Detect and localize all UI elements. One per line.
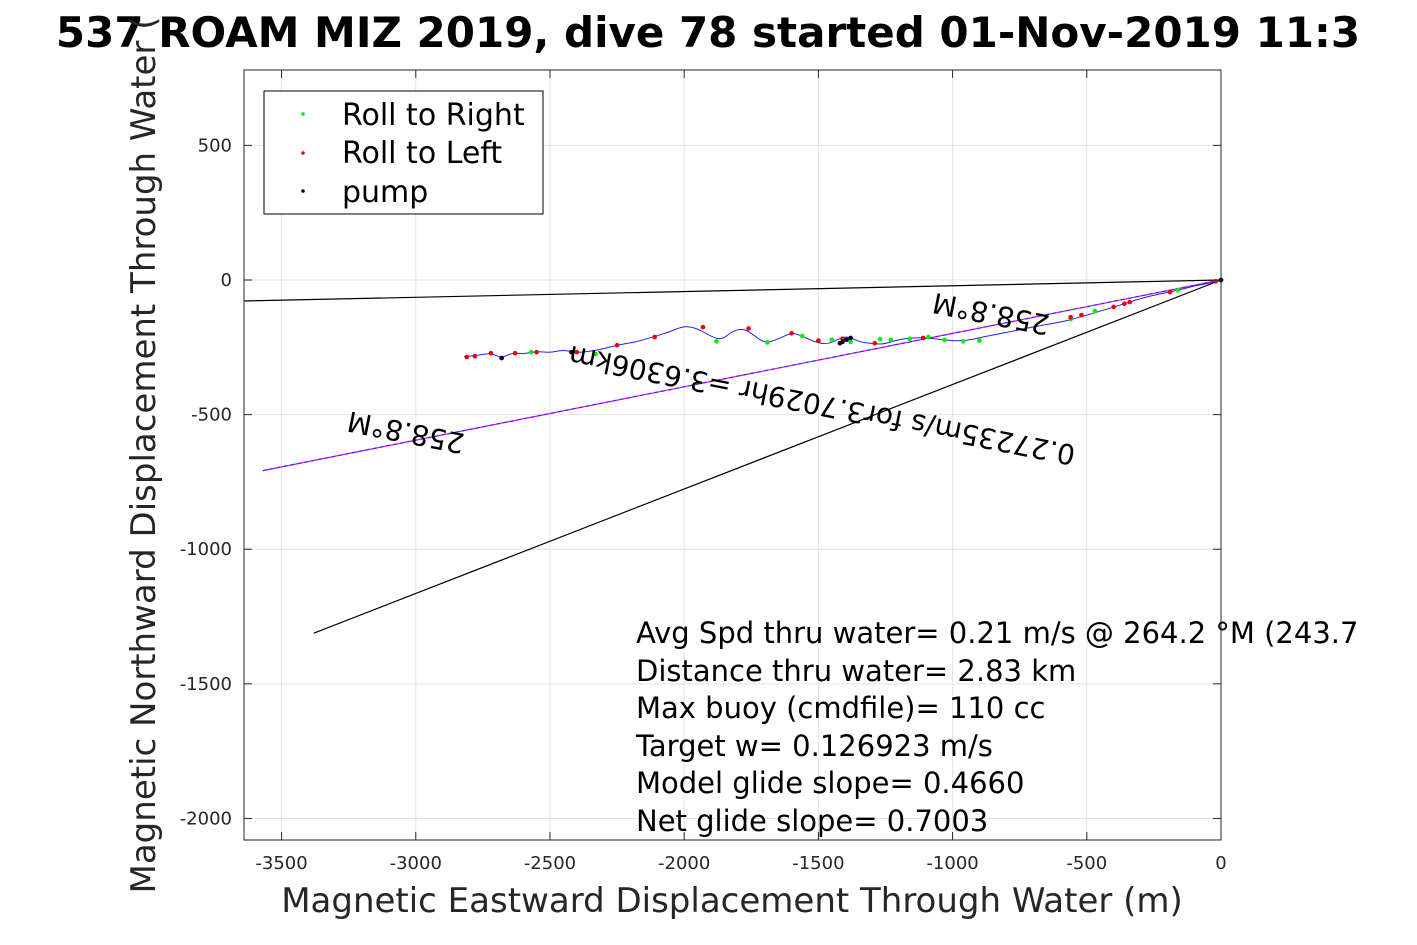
y-tick-label: -2000 (180, 808, 232, 829)
x-tick-label: 0 (1215, 853, 1226, 874)
roll-left-point (574, 349, 580, 355)
roll-left-point (920, 335, 926, 341)
roll-left-point (488, 350, 494, 356)
roll-left-point (1079, 312, 1084, 318)
x-tick-label: -1500 (792, 853, 844, 874)
annotation-target-w: Target w= 0.126923 m/s (635, 729, 993, 763)
roll-right-point (961, 339, 966, 344)
roll-left-point (1127, 299, 1133, 305)
legend: Roll to Right Roll to Left pump (263, 90, 544, 215)
y-tick-label: 0 (221, 270, 232, 291)
legend-box (263, 90, 544, 215)
roll-left-point (789, 331, 794, 336)
roll-left-point (614, 342, 620, 348)
x-tick-label: -3000 (390, 853, 442, 874)
roll-left-point (746, 326, 751, 331)
stats-annotations: Avg Spd thru water= 0.21 m/s @ 264.2 °M … (635, 616, 1358, 838)
roll-right-point (765, 340, 770, 345)
roll-right-point (528, 349, 534, 355)
chart-title: 537 ROAM MIZ 2019, dive 78 started 01-No… (56, 8, 1360, 57)
x-tick-label: -2000 (658, 853, 710, 874)
annotation-max-buoy: Max buoy (cmdfile)= 110 cc (636, 691, 1045, 725)
pump-point (837, 340, 843, 346)
roll-right-point (714, 339, 719, 344)
roll-right-point (907, 336, 912, 341)
roll-left-point (464, 354, 470, 360)
pump-point (848, 335, 853, 341)
roll-right-point (926, 334, 931, 340)
roll-left-point (1167, 289, 1173, 295)
pump-point (499, 355, 504, 361)
axis-ticks: -3500 -3000 -2500 -2000 -1500 -1000 -500 0 -2000… (180, 70, 1227, 874)
y-tick-label: -1000 (180, 539, 232, 560)
x-tick-label: -3500 (255, 853, 307, 874)
roll-right-point (888, 337, 894, 343)
x-tick-label: -500 (1066, 853, 1107, 874)
legend-label-roll-left: Roll to Left (342, 136, 502, 171)
roll-right-point (829, 337, 835, 343)
roll-right-point (877, 336, 883, 342)
roll-left-point (700, 324, 706, 330)
x-tick-label: -1000 (926, 853, 978, 874)
roll-right-point (1092, 308, 1098, 314)
heading-bound-upper (243, 279, 1222, 302)
x-axis-label: Magnetic Eastward Displacement Through W… (281, 881, 1183, 921)
legend-marker-pump (301, 189, 305, 193)
roll-left-point (1122, 301, 1127, 306)
roll-left-point (512, 350, 518, 356)
roll-right-point (799, 333, 805, 339)
roll-left-point (840, 336, 845, 341)
roll-right-point (977, 338, 982, 343)
legend-label-pump: pump (342, 175, 428, 210)
roll-right-point (1175, 287, 1181, 293)
pump-point (844, 337, 849, 343)
y-tick-label: -500 (191, 405, 232, 426)
roll-left-point (652, 334, 657, 340)
y-axis-label: Magnetic Northward Displacement Through … (124, 17, 164, 894)
roll-left-point (816, 338, 821, 343)
pump-point (569, 349, 574, 355)
course-line-overlay (262, 279, 1222, 472)
roll-left-point (1111, 304, 1116, 310)
annotation-net-glide: Net glide slope= 0.7003 (636, 804, 988, 838)
legend-marker-roll-left (301, 151, 305, 155)
heading-bound-lower (313, 279, 1222, 634)
roll-left-point (1068, 314, 1073, 320)
roll-right-point (942, 337, 947, 343)
legend-marker-roll-right (301, 112, 305, 116)
annotation-model-glide: Model glide slope= 0.4660 (636, 766, 1024, 800)
plot-area-frame (243, 69, 1222, 841)
roll-left-point (872, 340, 878, 346)
legend-label-roll-right: Roll to Right (342, 98, 525, 133)
y-tick-label: 500 (198, 135, 232, 156)
y-tick-label: -1500 (180, 674, 232, 695)
annotation-distance: Distance thru water= 2.83 km (636, 654, 1076, 688)
roll-right-point (848, 339, 853, 345)
roll-left-point (472, 353, 478, 359)
roll-left-point (534, 349, 539, 355)
annotation-avg-speed: Avg Spd thru water= 0.21 m/s @ 264.2 °M … (636, 616, 1358, 650)
x-tick-label: -2500 (524, 853, 576, 874)
plot-data (243, 277, 1224, 634)
roll-right-point (593, 351, 598, 357)
